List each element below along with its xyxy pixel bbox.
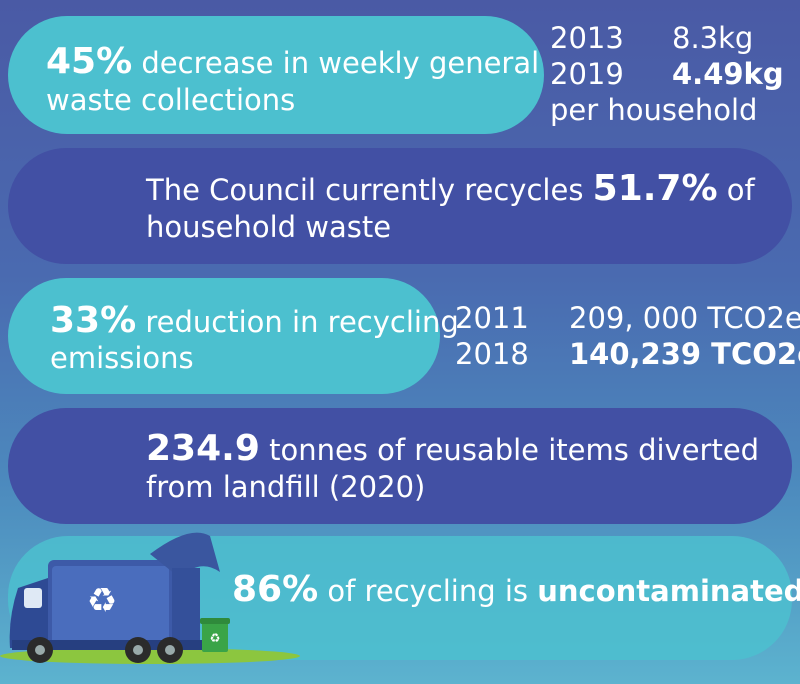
recycling-truck-icon: ♻ <box>0 532 300 664</box>
emissions-value: 209, 000 TCO2e <box>569 301 800 335</box>
emissions-table: 2011 209, 000 TCO2e 2018 140,239 TCO2e <box>455 300 800 372</box>
stat-panel-emissions <box>8 278 440 394</box>
emissions-text: 33% reduction in recycling <box>50 303 459 340</box>
recycling-rate-after: of <box>717 173 755 207</box>
emissions-line2: emissions <box>50 341 194 375</box>
stat-panel-recycling-rate <box>8 148 792 264</box>
recycling-bin-icon <box>202 622 228 652</box>
household-waste-table: 2013 8.3kg 2019 4.49kg per household <box>550 20 784 128</box>
weekly-collections-line1: decrease in weekly general <box>132 46 540 80</box>
stat-panel-weekly-collections <box>8 16 544 134</box>
reusable-items-text: 234.9 tonnes of reusable items diverted <box>146 431 760 468</box>
weekly-collections-stat: 45% <box>46 41 133 82</box>
table-row: 2013 8.3kg <box>550 20 784 56</box>
per-household-label: per household <box>550 93 758 127</box>
year-label: 2019 <box>550 57 624 91</box>
svg-text:♻: ♻ <box>87 581 117 621</box>
emissions-value: 140,239 TCO2e <box>569 337 800 371</box>
svg-text:♻: ♻ <box>210 631 221 645</box>
table-row: 2018 140,239 TCO2e <box>455 336 800 372</box>
reusable-items-line2: from landfill (2020) <box>146 470 426 504</box>
year-label: 2018 <box>455 337 529 371</box>
recycle-symbol-icon: ♻ <box>87 581 117 621</box>
recycling-rate-stat: 51.7% <box>592 168 718 209</box>
emissions-stat: 33% <box>50 300 137 341</box>
reusable-items-stat: 234.9 <box>146 428 260 469</box>
weekly-collections-text: 45% decrease in weekly general <box>46 44 540 81</box>
contamination-mid: of recycling is <box>318 574 538 608</box>
waste-value: 4.49kg <box>672 57 784 91</box>
emissions-line1: reduction in recycling <box>136 305 459 339</box>
year-label: 2011 <box>455 301 529 335</box>
recycling-rate-line2: household waste <box>146 210 392 244</box>
reusable-items-line1: tonnes of reusable items diverted <box>259 433 760 467</box>
contamination-stat: 86% <box>232 569 319 610</box>
waste-value: 8.3kg <box>672 21 754 55</box>
recycling-rate-text: The Council currently recycles 51.7% of <box>146 171 755 208</box>
contamination-text: 86% of recycling is uncontaminated <box>232 572 800 609</box>
table-row: 2019 4.49kg <box>550 56 784 92</box>
contamination-bold: uncontaminated <box>537 574 800 608</box>
year-label: 2013 <box>550 21 624 55</box>
weekly-collections-line2: waste collections <box>46 83 296 117</box>
recycling-rate-before: The Council currently recycles <box>146 173 593 207</box>
table-row: 2011 209, 000 TCO2e <box>455 300 800 336</box>
stat-panel-reusable-items <box>8 408 792 524</box>
